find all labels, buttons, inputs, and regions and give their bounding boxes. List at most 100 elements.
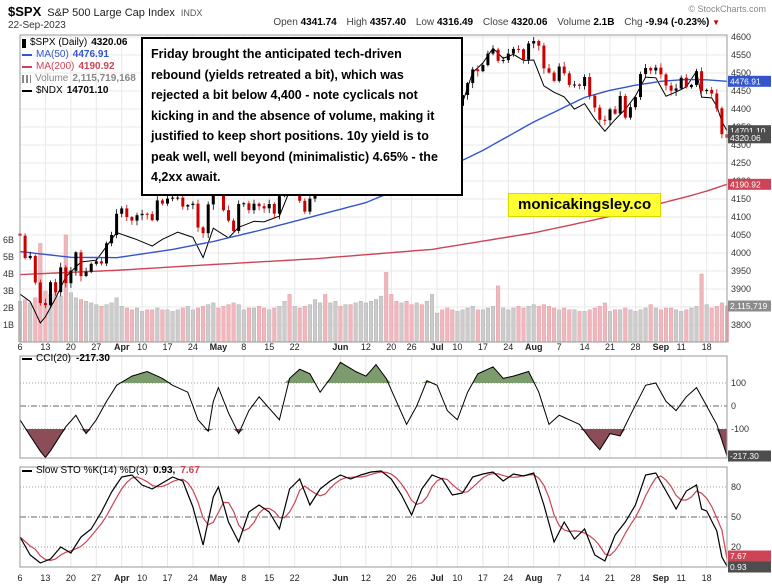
high-label: High bbox=[346, 17, 368, 28]
legend-item-ma200: MA(200) 4190.92 bbox=[22, 61, 136, 73]
svg-text:4150: 4150 bbox=[731, 194, 751, 204]
svg-text:10: 10 bbox=[137, 342, 147, 352]
ma50-line-icon bbox=[22, 54, 32, 56]
svg-text:24: 24 bbox=[188, 342, 198, 352]
svg-text:4190.92: 4190.92 bbox=[730, 180, 761, 190]
legend-item-volume: Volume 2,115,719,168 bbox=[22, 73, 136, 85]
legend-item-spx: $SPX (Daily) 4320.06 bbox=[22, 37, 136, 49]
svg-text:0: 0 bbox=[731, 401, 736, 411]
svg-text:21: 21 bbox=[605, 342, 615, 352]
legend-ma200-label: MA(200) bbox=[36, 61, 75, 72]
chart-header: $SPX S&P 500 Large Cap Index INDX bbox=[8, 4, 202, 19]
sto-d-value: 7.67 bbox=[180, 465, 200, 476]
svg-text:0.93: 0.93 bbox=[730, 562, 747, 572]
low-label: Low bbox=[415, 17, 435, 28]
svg-text:27: 27 bbox=[91, 342, 101, 352]
svg-text:Sep: Sep bbox=[653, 573, 670, 583]
low-value: 4316.49 bbox=[436, 17, 474, 28]
svg-text:Aug: Aug bbox=[525, 573, 543, 583]
quote-strip: Open 4341.74 High 4357.40 Low 4316.49 Cl… bbox=[266, 17, 720, 28]
cci-title: CCI(20) bbox=[36, 353, 72, 364]
svg-text:13: 13 bbox=[40, 573, 50, 583]
chg-value: -9.94 (-0.23%) bbox=[645, 17, 710, 28]
svg-text:10: 10 bbox=[137, 573, 147, 583]
index-name: S&P 500 Large Cap Index bbox=[47, 7, 175, 19]
sto-legend: Slow STO %K(14) %D(3) 0.93, 7.67 bbox=[22, 465, 200, 476]
svg-text:7: 7 bbox=[557, 573, 562, 583]
svg-text:28: 28 bbox=[630, 573, 640, 583]
sto-k-value: 0.93, bbox=[153, 465, 176, 476]
svg-text:Aug: Aug bbox=[525, 342, 543, 352]
svg-text:5B: 5B bbox=[3, 252, 14, 262]
svg-text:Jun: Jun bbox=[332, 342, 348, 352]
svg-text:15: 15 bbox=[264, 342, 274, 352]
svg-text:Jul: Jul bbox=[431, 342, 444, 352]
svg-text:14: 14 bbox=[580, 342, 590, 352]
svg-text:14701.10: 14701.10 bbox=[730, 126, 766, 136]
svg-text:10: 10 bbox=[452, 573, 462, 583]
sto-line-icon bbox=[22, 469, 32, 472]
svg-text:Jul: Jul bbox=[431, 573, 444, 583]
svg-text:4500: 4500 bbox=[731, 68, 751, 78]
svg-text:4450: 4450 bbox=[731, 86, 751, 96]
svg-text:4300: 4300 bbox=[731, 140, 751, 150]
svg-text:17: 17 bbox=[478, 342, 488, 352]
cci-line-icon bbox=[22, 357, 32, 360]
svg-text:24: 24 bbox=[503, 573, 513, 583]
svg-text:20: 20 bbox=[731, 542, 741, 552]
svg-text:May: May bbox=[210, 573, 228, 583]
svg-text:4050: 4050 bbox=[731, 230, 751, 240]
legend-spx-label: $SPX (Daily) bbox=[30, 37, 88, 48]
svg-text:28: 28 bbox=[630, 342, 640, 352]
svg-text:11: 11 bbox=[677, 573, 686, 583]
svg-text:4100: 4100 bbox=[731, 212, 751, 222]
svg-text:3900: 3900 bbox=[731, 284, 751, 294]
ndx-line-icon bbox=[22, 90, 32, 92]
volume-label: Volume bbox=[557, 17, 591, 28]
legend-volume-value: 2,115,719,168 bbox=[72, 73, 136, 84]
svg-text:Apr: Apr bbox=[114, 342, 130, 352]
chart-date: 22-Sep-2023 bbox=[8, 20, 66, 31]
sto-title: Slow STO %K(14) %D(3) bbox=[36, 465, 149, 476]
volume-value: 2.1B bbox=[593, 17, 615, 28]
svg-text:8: 8 bbox=[241, 342, 246, 352]
legend-volume-label: Volume bbox=[35, 73, 69, 84]
symbol-label: $SPX bbox=[8, 4, 42, 19]
close-value: 4320.06 bbox=[511, 17, 548, 28]
legend-item-ma50: MA(50) 4476.91 bbox=[22, 49, 136, 61]
exchange-label: INDX bbox=[180, 8, 203, 18]
svg-text:18: 18 bbox=[702, 573, 712, 583]
svg-text:4B: 4B bbox=[3, 269, 14, 279]
svg-text:22: 22 bbox=[290, 342, 300, 352]
svg-text:26: 26 bbox=[407, 573, 417, 583]
svg-text:80: 80 bbox=[731, 482, 741, 492]
svg-text:3800: 3800 bbox=[731, 320, 751, 330]
svg-text:21: 21 bbox=[605, 573, 615, 583]
svg-text:2B: 2B bbox=[3, 303, 14, 313]
svg-text:6: 6 bbox=[17, 573, 22, 583]
svg-text:4400: 4400 bbox=[731, 104, 751, 114]
svg-text:6: 6 bbox=[17, 342, 22, 352]
svg-text:13: 13 bbox=[40, 342, 50, 352]
svg-text:4600: 4600 bbox=[731, 33, 751, 42]
svg-text:27: 27 bbox=[91, 573, 101, 583]
svg-text:15: 15 bbox=[264, 573, 274, 583]
svg-text:26: 26 bbox=[407, 342, 417, 352]
change-down-icon: ▼ bbox=[712, 18, 720, 27]
svg-text:2,115,719: 2,115,719 bbox=[730, 301, 767, 311]
svg-text:14: 14 bbox=[580, 573, 590, 583]
svg-text:4000: 4000 bbox=[731, 248, 751, 258]
svg-text:-100: -100 bbox=[731, 424, 749, 434]
svg-text:3950: 3950 bbox=[731, 266, 751, 276]
svg-text:20: 20 bbox=[386, 342, 396, 352]
svg-text:50: 50 bbox=[731, 512, 741, 522]
svg-text:4476.91: 4476.91 bbox=[730, 77, 761, 87]
svg-text:17: 17 bbox=[478, 573, 488, 583]
svg-text:20: 20 bbox=[66, 342, 76, 352]
svg-text:24: 24 bbox=[188, 573, 198, 583]
svg-text:12: 12 bbox=[361, 573, 371, 583]
svg-text:4550: 4550 bbox=[731, 50, 751, 60]
svg-text:Jun: Jun bbox=[332, 573, 348, 583]
legend-spx-value: 4320.06 bbox=[91, 37, 128, 48]
svg-text:-217.30: -217.30 bbox=[730, 451, 759, 461]
